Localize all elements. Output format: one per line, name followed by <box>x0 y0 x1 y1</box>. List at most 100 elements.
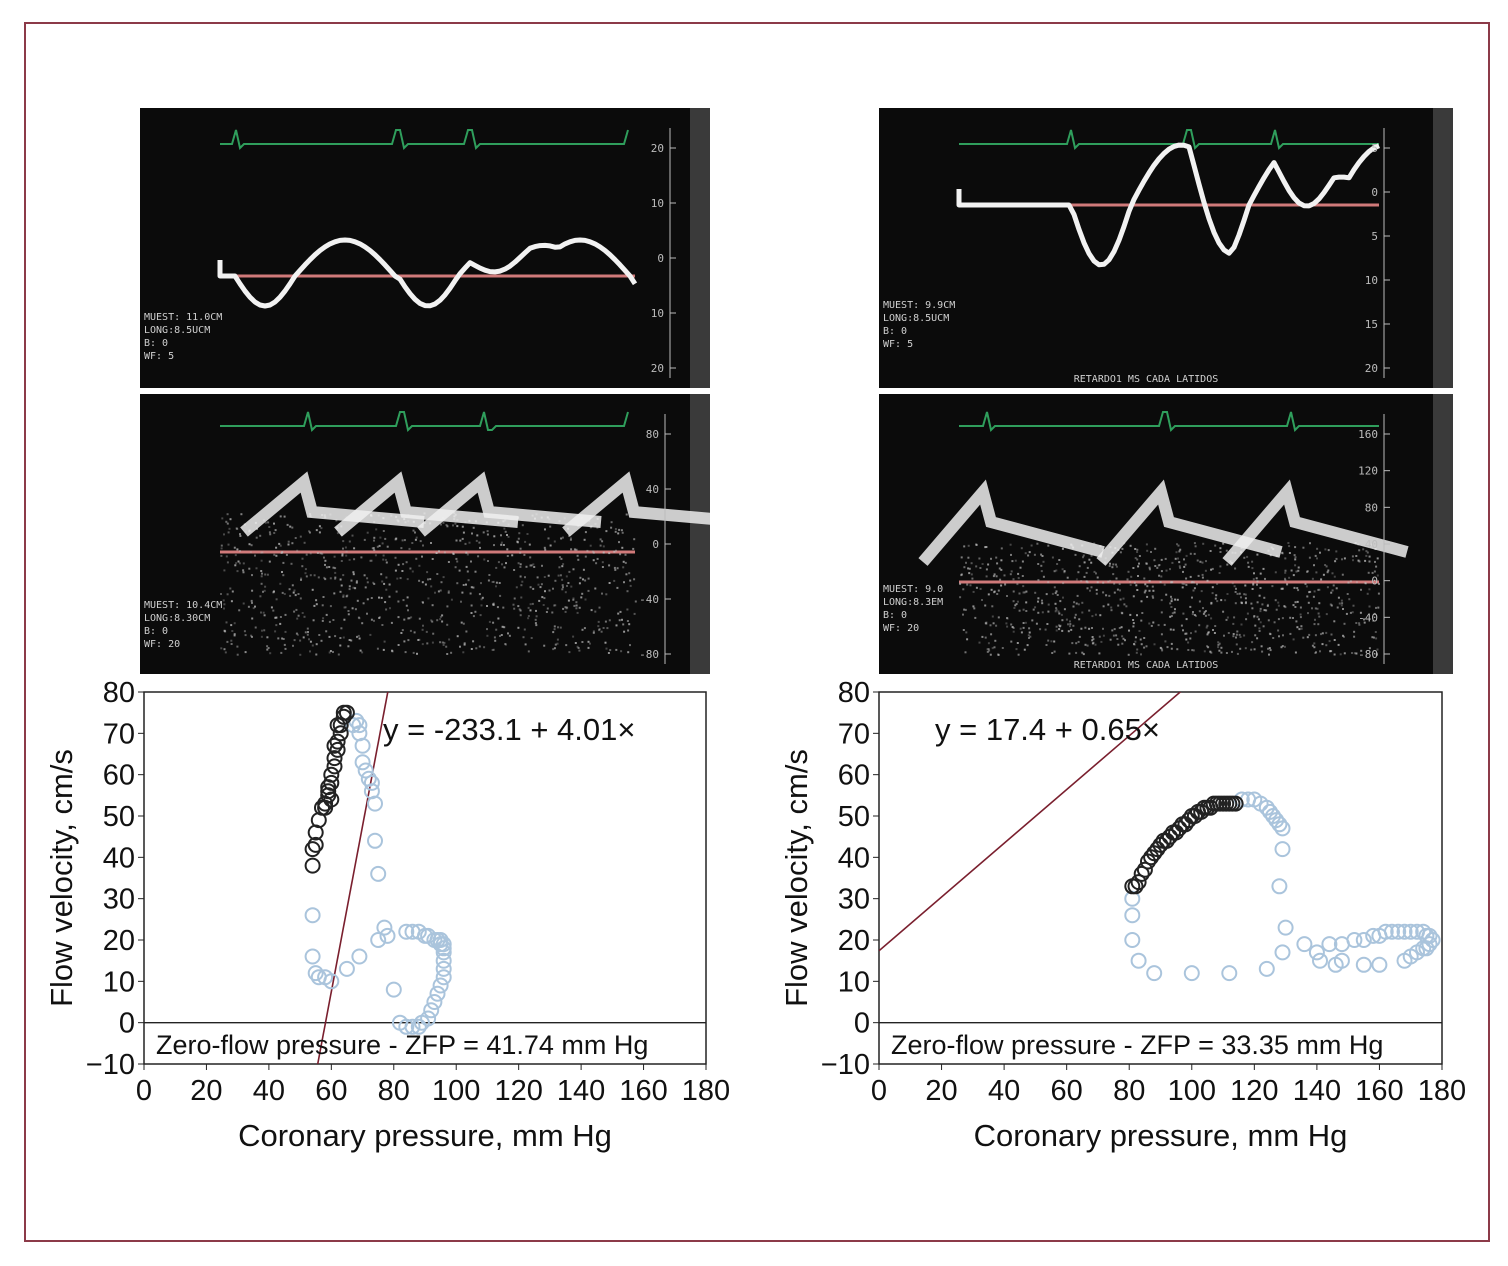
doppler-speckle <box>1179 566 1182 569</box>
doppler-speckle <box>1278 635 1280 638</box>
doppler-speckle <box>1124 639 1126 642</box>
doppler-speckle <box>1113 582 1116 585</box>
doppler-settings-label: WF: 20 <box>144 639 180 650</box>
doppler-speckle <box>475 539 478 542</box>
doppler-speckle <box>402 599 405 602</box>
data-point <box>426 994 443 1010</box>
data-point <box>1271 878 1288 895</box>
y-tick-label: 10 <box>838 966 870 998</box>
doppler-speckle <box>262 590 264 593</box>
doppler-speckle <box>296 617 299 620</box>
doppler-speckle <box>1233 616 1236 619</box>
doppler-speckle <box>1317 588 1320 591</box>
doppler-speckle <box>1377 592 1380 595</box>
doppler-speckle <box>261 551 264 554</box>
doppler-speckle <box>259 595 262 598</box>
doppler-speckle <box>1274 571 1277 574</box>
doppler-speckle <box>1026 644 1029 647</box>
doppler-speckle <box>422 601 424 604</box>
doppler-speckle <box>528 543 531 546</box>
doppler-speckle <box>999 578 1002 581</box>
doppler-speckle <box>1376 574 1379 577</box>
data-point <box>423 1002 440 1019</box>
doppler-speckle <box>383 582 386 585</box>
doppler-speckle <box>366 577 369 580</box>
doppler-speckle <box>978 641 981 644</box>
doppler-speckle <box>1189 575 1192 578</box>
doppler-speckle <box>1011 626 1014 628</box>
doppler-speckle <box>1129 580 1131 583</box>
doppler-speckle <box>250 634 253 637</box>
doppler-speckle <box>1143 591 1146 594</box>
doppler-speckle <box>543 546 546 549</box>
doppler-speckle <box>366 581 369 584</box>
doppler-speckle <box>1219 565 1222 568</box>
doppler-speckle <box>1205 626 1208 629</box>
doppler-speckle <box>500 543 503 546</box>
doppler-speckle <box>991 605 994 608</box>
doppler-speckle <box>587 577 590 580</box>
data-point <box>1321 936 1338 953</box>
doppler-speckle <box>975 543 978 546</box>
doppler-speckle <box>1196 583 1198 586</box>
doppler-speckle <box>1189 637 1192 640</box>
doppler-speckle <box>1277 601 1280 604</box>
doppler-speckle <box>984 546 987 549</box>
doppler-speckle <box>985 568 988 571</box>
doppler-speckle <box>1096 576 1099 579</box>
doppler-speckle <box>602 545 605 548</box>
doppler-speckle <box>551 611 554 614</box>
doppler-speckle <box>242 562 245 565</box>
doppler-speckle <box>592 551 595 554</box>
doppler-speckle <box>260 570 263 572</box>
doppler-speckle <box>342 636 345 639</box>
doppler-speckle <box>971 577 974 580</box>
doppler-speckle <box>1091 615 1094 618</box>
doppler-speckle <box>1136 589 1139 591</box>
doppler-speckle <box>1214 597 1217 600</box>
doppler-speckle <box>1096 581 1099 584</box>
doppler-speckle <box>1177 557 1179 560</box>
ecg-trace <box>959 411 1379 432</box>
data-point <box>1396 923 1413 940</box>
doppler-speckle <box>460 621 463 624</box>
doppler-speckle <box>502 606 505 609</box>
doppler-speckle <box>378 617 381 619</box>
doppler-speckle <box>354 587 357 590</box>
doppler-speckle <box>1178 565 1181 568</box>
doppler-speckle <box>1206 624 1209 627</box>
doppler-speckle <box>1166 646 1169 649</box>
doppler-speckle <box>273 553 276 556</box>
doppler-speckle <box>486 634 489 637</box>
doppler-speckle <box>422 624 424 627</box>
doppler-speckle <box>1275 608 1278 611</box>
doppler-speckle <box>220 544 223 547</box>
doppler-speckle <box>570 548 573 551</box>
doppler-speckle <box>465 583 467 586</box>
doppler-speckle <box>1209 650 1212 653</box>
doppler-speckle <box>1192 611 1194 613</box>
doppler-speckle <box>1141 612 1144 614</box>
doppler-speckle <box>1116 638 1119 640</box>
doppler-speckle <box>522 636 525 639</box>
doppler-speckle <box>1148 568 1151 571</box>
doppler-speckle <box>437 590 440 593</box>
doppler-speckle <box>388 583 391 586</box>
doppler-speckle <box>1219 547 1222 550</box>
doppler-speckle <box>422 544 424 547</box>
doppler-speckle <box>546 607 549 610</box>
doppler-speckle <box>993 646 996 649</box>
doppler-speckle <box>359 649 362 652</box>
doppler-settings-label: B: 0 <box>883 610 907 621</box>
doppler-speckle <box>1033 553 1036 556</box>
doppler-speckle <box>1169 568 1171 571</box>
doppler-speckle <box>465 551 468 554</box>
data-point <box>338 960 355 977</box>
doppler-speckle <box>513 597 516 600</box>
doppler-speckle <box>339 578 342 581</box>
doppler-speckle <box>583 538 586 541</box>
doppler-speckle <box>239 550 241 552</box>
doppler-speckle <box>613 579 616 582</box>
doppler-speckle <box>1109 638 1112 641</box>
y-tick-label: 60 <box>103 760 135 792</box>
